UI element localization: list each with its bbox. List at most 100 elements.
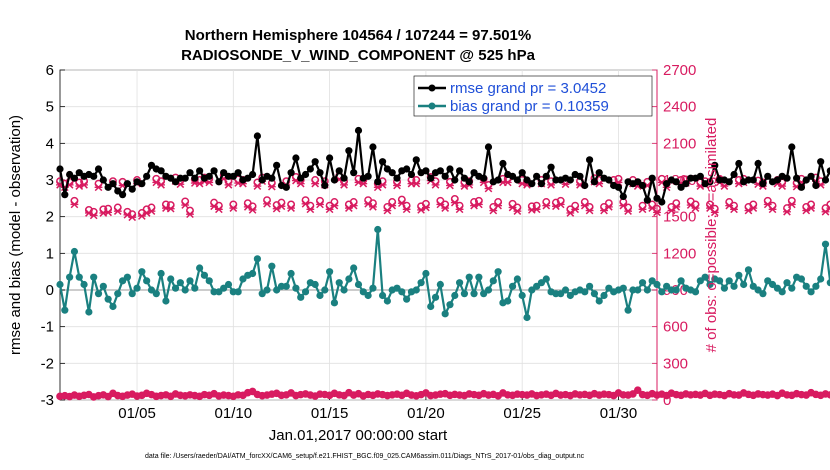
left-axis-ticks: -3 -2 -1 0 1 2 3 4 5 6 xyxy=(41,62,65,409)
obs-assimilated-marker xyxy=(508,203,517,212)
bias-point xyxy=(340,286,348,294)
rmse-point xyxy=(441,172,449,180)
legend-rmse-label: rmse grand pr = 3.0452 xyxy=(450,80,606,97)
rmse-point xyxy=(494,176,502,184)
rmse-point xyxy=(56,165,64,173)
obs-assimilated-marker xyxy=(311,179,320,188)
rmse-point xyxy=(340,174,348,182)
obs-assimilated-marker xyxy=(277,202,286,211)
obs-assimilated-marker xyxy=(157,181,166,189)
x-tick-label: 01/05 xyxy=(118,405,156,422)
obs-assimilated-marker xyxy=(542,201,551,210)
obs-assimilated-marker xyxy=(749,204,758,212)
bias-point xyxy=(181,286,189,294)
bias-point xyxy=(643,286,651,294)
rmse-point xyxy=(118,191,127,199)
obs-assimilated-marker xyxy=(422,203,430,212)
rmse-point xyxy=(422,167,430,175)
obs-assimilated-marker xyxy=(104,208,113,217)
y-tick-label-left: 4 xyxy=(46,135,54,152)
obs-assimilated-marker xyxy=(436,200,445,209)
bias-point xyxy=(114,290,122,298)
rmse-point xyxy=(143,172,151,180)
bias-point xyxy=(292,284,300,292)
bias-point xyxy=(301,288,310,296)
rmse-point xyxy=(407,170,416,179)
bias-point xyxy=(523,313,531,322)
obs-assimilated-marker xyxy=(166,204,175,213)
rmse-point xyxy=(403,165,411,173)
bias-point xyxy=(138,268,146,276)
y-tick-label-right: 600 xyxy=(663,319,688,336)
bias-point xyxy=(590,290,599,298)
bias-point xyxy=(783,279,791,287)
bias-point xyxy=(701,273,709,281)
bias-point xyxy=(167,275,175,283)
rmse-point xyxy=(181,174,189,182)
bias-point xyxy=(253,255,261,263)
obs-assimilated-marker xyxy=(369,203,377,211)
rmse-point xyxy=(330,176,339,184)
rmse-point xyxy=(735,159,743,168)
rmse-point xyxy=(393,174,401,182)
bias-point xyxy=(80,280,88,289)
bias-point xyxy=(268,262,276,270)
rmse-point xyxy=(109,180,117,188)
bias-point xyxy=(66,273,74,281)
obs-assimilated-marker xyxy=(585,206,594,215)
rmse-point xyxy=(99,176,107,184)
bias-point xyxy=(494,268,502,276)
obs-assimilated-marker xyxy=(263,200,271,208)
obs-assimilated-marker xyxy=(287,204,295,212)
rmse-point xyxy=(350,169,358,177)
obs-assimilated-stroke xyxy=(826,207,830,212)
obs-assimilated-marker xyxy=(388,201,397,210)
rmse-point xyxy=(682,180,690,188)
chart-title-line1: Northern Hemisphere 104564 / 107244 = 97… xyxy=(185,27,531,44)
bias-point xyxy=(817,275,825,283)
rmse-point xyxy=(696,172,704,180)
obs-assimilated-marker xyxy=(359,179,368,188)
rmse-point xyxy=(706,178,714,186)
obs-assimilated-marker xyxy=(547,181,555,189)
rmse-point xyxy=(427,174,435,182)
obs-assimilated-marker xyxy=(725,201,734,210)
bias-point xyxy=(162,297,170,305)
rmse-point xyxy=(253,132,261,140)
obs-assimilated-marker xyxy=(267,182,276,191)
rmse-point xyxy=(648,174,656,182)
bias-point xyxy=(740,280,748,289)
legend-rmse-marker xyxy=(428,84,436,92)
bias-point xyxy=(128,290,136,298)
rmse-point xyxy=(821,176,830,184)
legend-box xyxy=(413,75,653,117)
y-tick-label-right: 0 xyxy=(663,392,671,409)
bias-point xyxy=(706,280,714,289)
obs-assimilated-marker xyxy=(214,205,223,214)
obs-assimilated-marker xyxy=(672,203,681,211)
obs-assimilated-marker xyxy=(710,208,719,217)
rmse-point xyxy=(605,176,613,184)
bias-point xyxy=(456,279,464,287)
obs-assimilated-marker xyxy=(94,183,103,192)
bias-point xyxy=(624,306,632,314)
bias-point xyxy=(807,288,815,296)
bias-point xyxy=(378,291,387,300)
rmse-point xyxy=(638,181,647,190)
bias-point xyxy=(735,271,743,279)
rmse-point xyxy=(817,158,825,166)
bias-point xyxy=(715,277,724,285)
rmse-point xyxy=(234,169,242,177)
y-tick-label-left: 1 xyxy=(46,245,54,262)
bias-point xyxy=(595,297,603,305)
bias-point xyxy=(759,290,767,298)
bias-point xyxy=(484,286,493,294)
rmse-point xyxy=(595,169,603,177)
rmse-point xyxy=(123,180,132,188)
y-tick-label-left: -2 xyxy=(41,355,54,372)
rmse-point xyxy=(484,143,493,151)
obs-assimilated-marker xyxy=(147,207,156,215)
y-axis-label-right: # of obs: o=possible; ×=assimilated xyxy=(703,118,720,353)
bias-point xyxy=(316,291,324,300)
obs-assimilated-marker xyxy=(70,200,79,209)
